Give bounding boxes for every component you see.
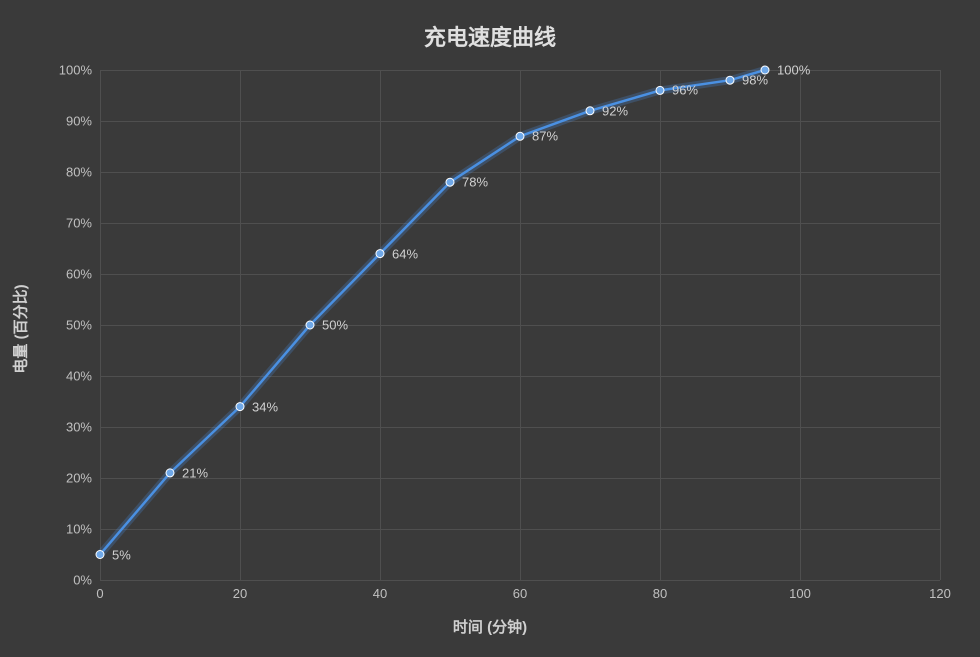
y-tick-label: 70% — [66, 216, 100, 231]
data-point-label: 78% — [452, 175, 488, 190]
x-tick-label: 40 — [373, 580, 387, 601]
line-glow — [100, 70, 765, 555]
data-point-label: 100% — [767, 63, 810, 78]
data-point-label: 98% — [732, 73, 768, 88]
y-tick-label: 50% — [66, 318, 100, 333]
x-tick-label: 100 — [789, 580, 811, 601]
plot-area: 0%10%20%30%40%50%60%70%80%90%100%0204060… — [100, 70, 940, 580]
y-tick-label: 80% — [66, 165, 100, 180]
data-point-label: 92% — [592, 103, 628, 118]
x-axis-label: 时间 (分钟) — [0, 616, 980, 637]
x-tick-label: 80 — [653, 580, 667, 601]
data-point-label: 96% — [662, 83, 698, 98]
y-tick-label: 40% — [66, 369, 100, 384]
y-tick-label: 100% — [59, 63, 100, 78]
data-point-label: 50% — [312, 318, 348, 333]
x-tick-label: 60 — [513, 580, 527, 601]
data-point-label: 5% — [102, 547, 131, 562]
data-point-label: 21% — [172, 465, 208, 480]
chart-container: 充电速度曲线 电量 (百分比) 时间 (分钟) 0%10%20%30%40%50… — [0, 0, 980, 657]
y-axis-label: 电量 (百分比) — [10, 284, 31, 373]
chart-svg — [100, 70, 940, 580]
data-line — [100, 70, 765, 555]
y-tick-label: 60% — [66, 267, 100, 282]
y-tick-label: 90% — [66, 114, 100, 129]
x-tick-label: 0 — [96, 580, 103, 601]
y-tick-label: 10% — [66, 522, 100, 537]
data-point-label: 64% — [382, 246, 418, 261]
x-tick-label: 120 — [929, 580, 951, 601]
y-tick-label: 20% — [66, 471, 100, 486]
data-point-label: 34% — [242, 399, 278, 414]
x-tick-label: 20 — [233, 580, 247, 601]
chart-title: 充电速度曲线 — [0, 20, 980, 52]
y-tick-label: 30% — [66, 420, 100, 435]
grid-line-vertical — [940, 70, 941, 580]
data-point-label: 87% — [522, 129, 558, 144]
